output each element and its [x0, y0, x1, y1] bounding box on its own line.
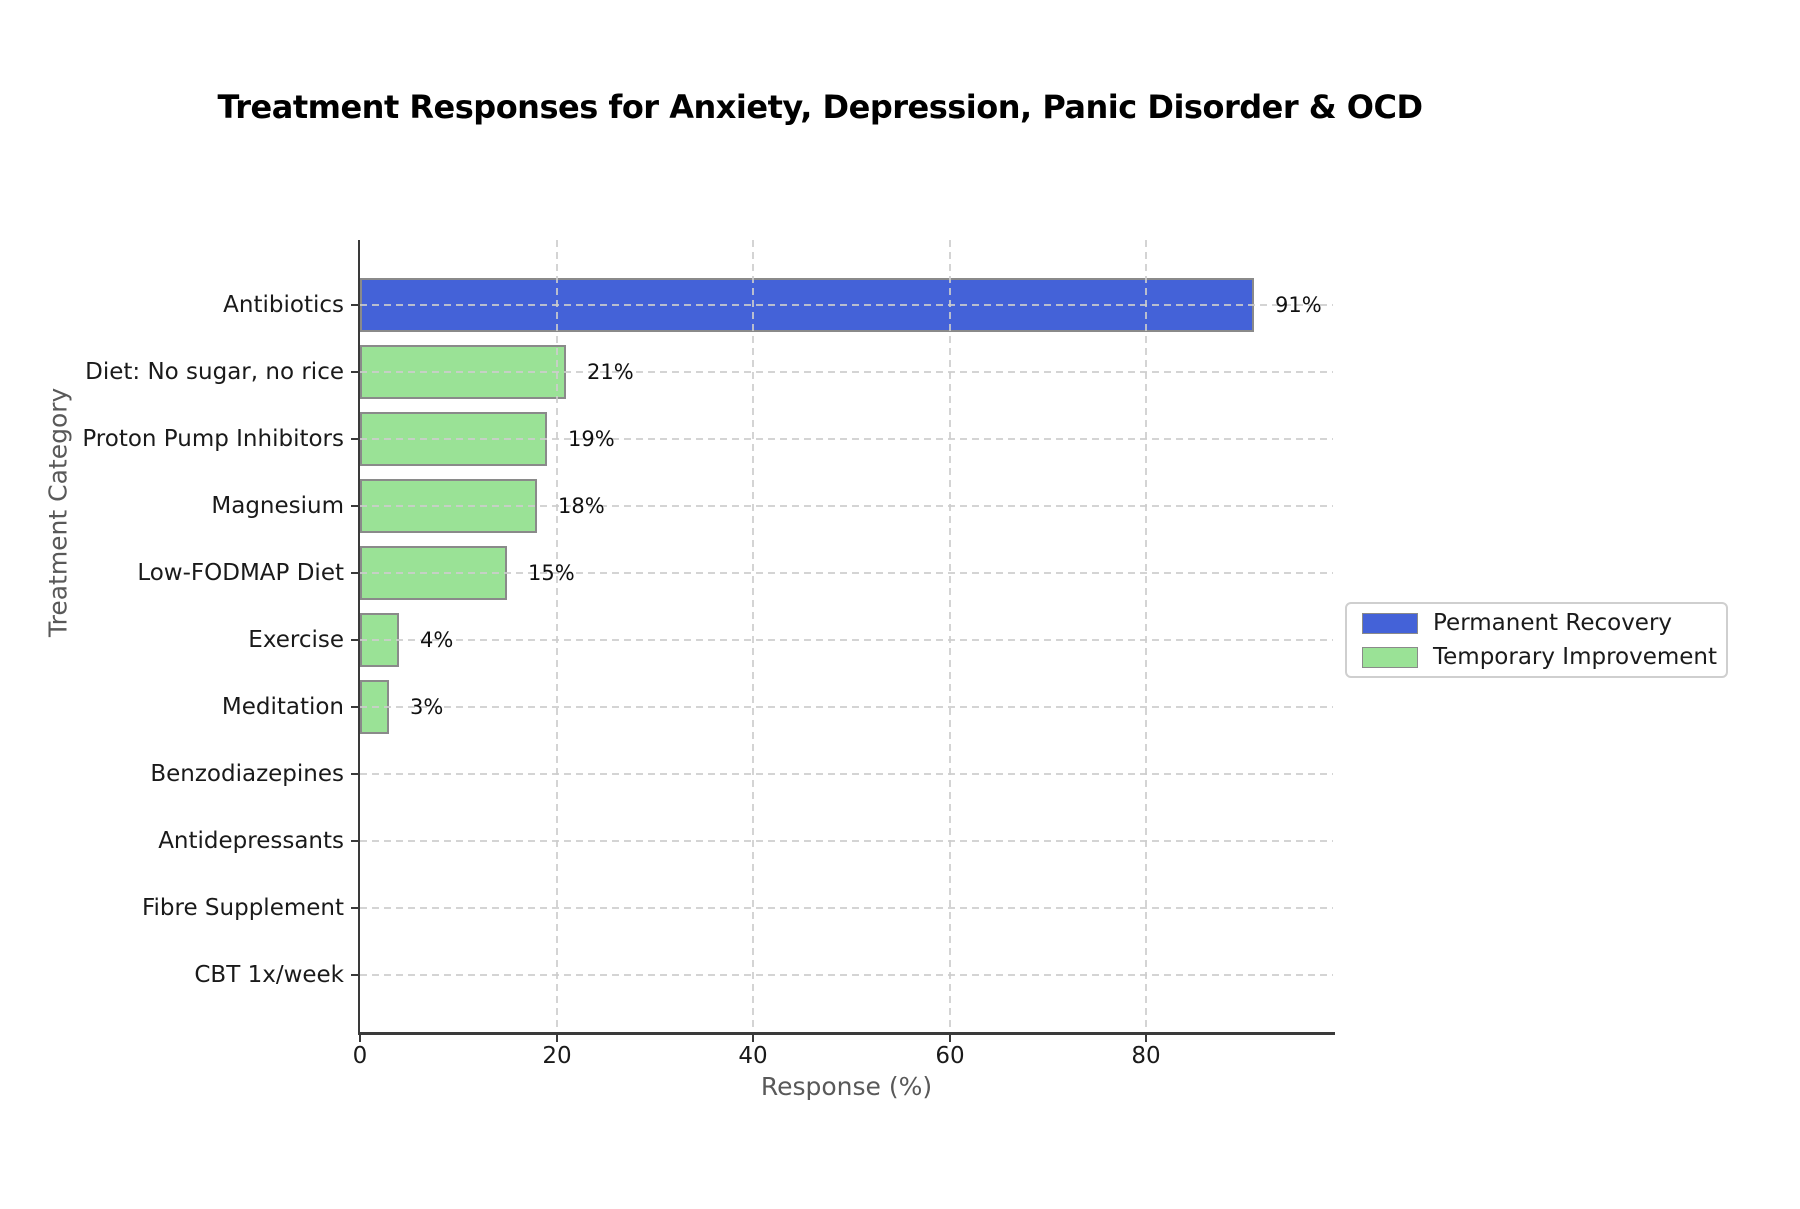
y-tick-mark	[351, 304, 360, 306]
v-gridline	[949, 240, 951, 1033]
legend-swatch-blue	[1362, 612, 1418, 634]
x-tick-label: 20	[542, 1043, 572, 1069]
y-tick-mark	[351, 706, 360, 708]
x-tick-mark	[949, 1033, 951, 1042]
category-label: Meditation	[221, 694, 344, 720]
h-gridline	[360, 639, 1333, 641]
h-gridline	[360, 304, 1333, 306]
value-label: 4%	[420, 628, 454, 652]
x-tick-label: 0	[352, 1043, 368, 1069]
x-tick-label: 80	[1131, 1043, 1161, 1069]
h-gridline	[360, 371, 1333, 373]
y-tick-mark	[351, 907, 360, 909]
x-tick-mark	[556, 1033, 558, 1042]
h-gridline	[360, 974, 1333, 976]
y-tick-mark	[351, 371, 360, 373]
v-gridline	[556, 240, 558, 1033]
value-label: 21%	[587, 360, 634, 384]
y-tick-mark	[351, 840, 360, 842]
y-tick-mark	[351, 773, 360, 775]
category-label: Fibre Supplement	[141, 895, 344, 921]
category-label: Exercise	[248, 627, 344, 653]
h-gridline	[360, 907, 1333, 909]
category-label: Antibiotics	[223, 292, 344, 318]
category-label: Benzodiazepines	[150, 761, 344, 787]
legend-swatch-green	[1362, 646, 1418, 668]
value-label: 91%	[1275, 293, 1322, 317]
x-tick-mark	[1145, 1033, 1147, 1042]
h-gridline	[360, 773, 1333, 775]
value-label: 3%	[410, 695, 444, 719]
x-axis-spine	[358, 1032, 1335, 1035]
category-label: Diet: No sugar, no rice	[85, 359, 344, 385]
legend-entry-permanent-recovery: Permanent Recovery	[1362, 610, 1726, 636]
h-gridline	[360, 505, 1333, 507]
value-label: 15%	[528, 561, 575, 585]
h-gridline	[360, 840, 1333, 842]
y-tick-mark	[351, 505, 360, 507]
x-tick-label: 60	[935, 1043, 965, 1069]
category-label: Antidepressants	[158, 828, 344, 854]
category-label: CBT 1x/week	[194, 962, 344, 988]
y-tick-mark	[351, 572, 360, 574]
h-gridline	[360, 572, 1333, 574]
legend-label: Permanent Recovery	[1433, 610, 1673, 636]
plot-area	[360, 240, 1333, 1033]
x-tick-mark	[752, 1033, 754, 1042]
chart-title: Treatment Responses for Anxiety, Depress…	[217, 88, 1423, 126]
x-tick-mark	[359, 1033, 361, 1042]
h-gridline	[360, 706, 1333, 708]
legend-label: Temporary Improvement	[1433, 644, 1718, 670]
category-label: Magnesium	[211, 493, 344, 519]
y-axis-spine	[358, 240, 360, 1035]
h-gridline	[360, 438, 1333, 440]
x-tick-label: 40	[738, 1043, 768, 1069]
v-gridline	[752, 240, 754, 1033]
value-label: 19%	[568, 427, 615, 451]
y-tick-mark	[351, 438, 360, 440]
category-label: Proton Pump Inhibitors	[82, 426, 344, 452]
category-label: Low-FODMAP Diet	[137, 560, 344, 586]
y-tick-mark	[351, 974, 360, 976]
y-tick-mark	[351, 639, 360, 641]
value-label: 18%	[558, 494, 605, 518]
x-axis-label: Response (%)	[760, 1072, 933, 1101]
v-gridline	[1145, 240, 1147, 1033]
legend: Permanent Recovery Temporary Improvement	[1345, 602, 1728, 678]
legend-entry-temporary-improvement: Temporary Improvement	[1362, 644, 1726, 670]
